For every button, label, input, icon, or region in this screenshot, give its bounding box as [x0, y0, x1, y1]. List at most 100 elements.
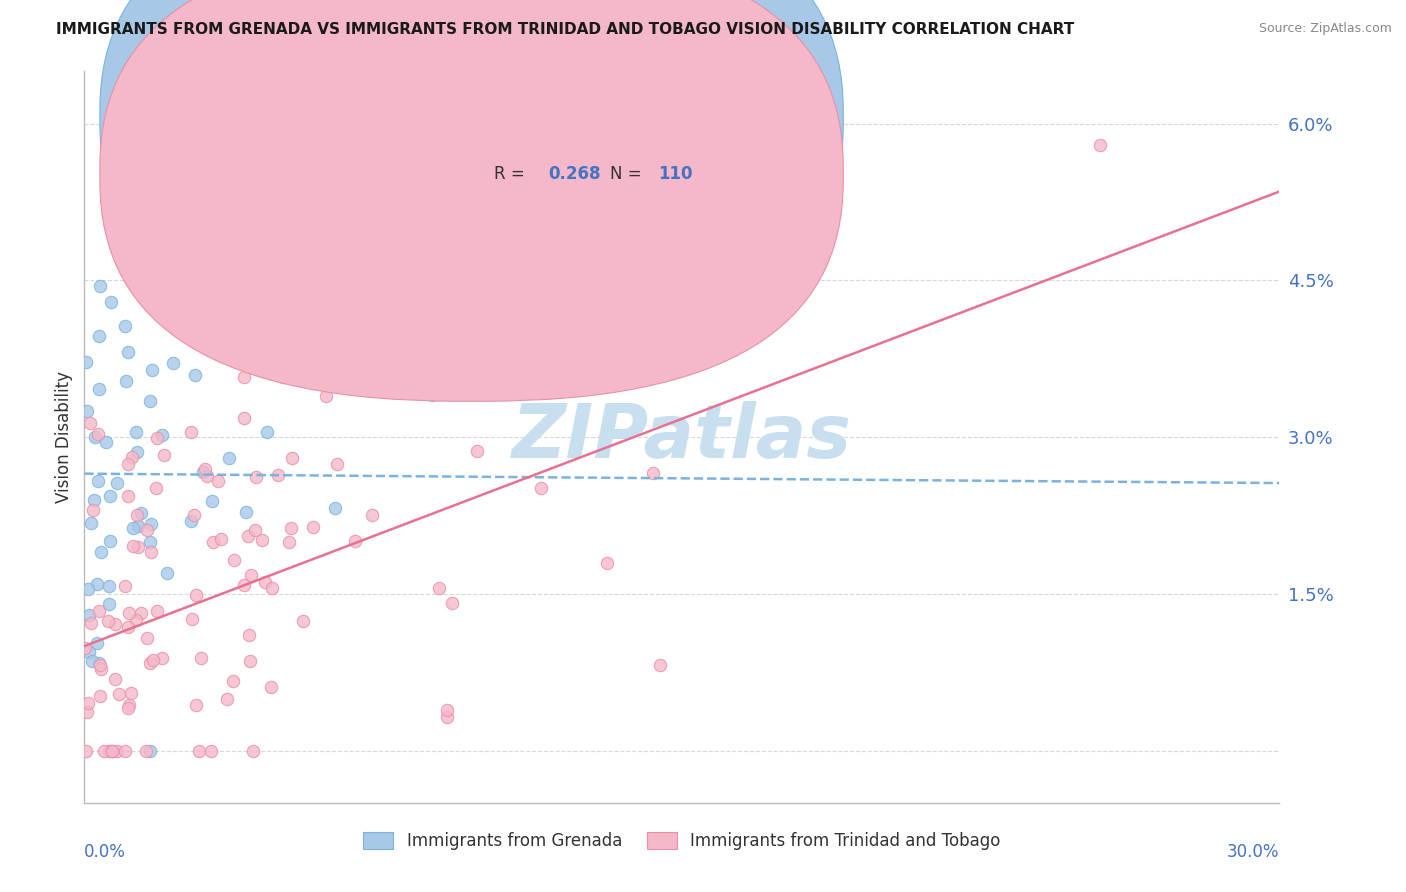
- Point: [87, 656, 110, 670]
- Point: [202, 534, 225, 549]
- Point: [215, 692, 238, 706]
- Point: [79, 416, 101, 430]
- Point: [195, 468, 218, 483]
- Point: [121, 450, 143, 464]
- Point: [454, 384, 477, 399]
- Point: [218, 450, 240, 465]
- Text: N =: N =: [610, 165, 647, 183]
- Point: [80, 654, 103, 668]
- Point: [190, 651, 212, 665]
- Point: [117, 345, 139, 359]
- Point: [90, 662, 112, 676]
- Point: [183, 508, 205, 523]
- Point: [253, 575, 276, 590]
- Point: [749, 268, 772, 283]
- Text: 0.268: 0.268: [548, 165, 600, 183]
- Point: [240, 568, 263, 582]
- Point: [127, 540, 149, 554]
- Text: IMMIGRANTS FROM GRENADA VS IMMIGRANTS FROM TRINIDAD AND TOBAGO VISION DISABILITY: IMMIGRANTS FROM GRENADA VS IMMIGRANTS FR…: [56, 22, 1074, 37]
- Point: [180, 514, 202, 528]
- Text: 110: 110: [658, 165, 693, 183]
- Point: [139, 545, 162, 559]
- Point: [235, 504, 257, 518]
- Point: [117, 619, 139, 633]
- Point: [114, 319, 136, 334]
- Point: [420, 388, 443, 402]
- Point: [315, 355, 337, 369]
- Point: [167, 294, 190, 309]
- Point: [90, 545, 112, 559]
- Point: [135, 743, 157, 757]
- Point: [374, 230, 396, 244]
- Point: [115, 374, 138, 388]
- Point: [245, 323, 267, 337]
- Point: [156, 566, 179, 581]
- Point: [513, 276, 536, 290]
- Point: [232, 314, 254, 328]
- Point: [125, 445, 148, 459]
- Point: [485, 183, 508, 197]
- Point: [84, 429, 107, 443]
- Point: [125, 613, 148, 627]
- Point: [239, 654, 262, 668]
- Point: [142, 653, 165, 667]
- Point: [233, 411, 256, 425]
- Point: [87, 426, 110, 441]
- Point: [290, 242, 312, 256]
- Point: [117, 701, 139, 715]
- Text: 57: 57: [658, 109, 681, 127]
- Text: ZIPatlas: ZIPatlas: [512, 401, 852, 474]
- Point: [281, 450, 304, 465]
- Point: [280, 521, 302, 535]
- Point: [97, 614, 120, 628]
- Point: [139, 656, 162, 670]
- Text: R =: R =: [495, 109, 530, 127]
- Point: [120, 686, 142, 700]
- Point: [135, 523, 157, 537]
- Text: 30.0%: 30.0%: [1227, 843, 1279, 861]
- Point: [139, 394, 162, 409]
- Point: [238, 628, 260, 642]
- Point: [89, 604, 111, 618]
- Point: [75, 641, 97, 656]
- Text: -0.010: -0.010: [548, 109, 607, 127]
- Point: [245, 469, 267, 483]
- Point: [86, 635, 108, 649]
- Point: [117, 457, 139, 471]
- Point: [108, 687, 131, 701]
- Point: [181, 611, 204, 625]
- Point: [129, 506, 152, 520]
- Point: [641, 466, 664, 480]
- Point: [80, 516, 103, 531]
- Point: [75, 354, 97, 368]
- Point: [138, 743, 160, 757]
- Point: [277, 535, 299, 549]
- Point: [89, 279, 111, 293]
- Y-axis label: Vision Disability: Vision Disability: [55, 371, 73, 503]
- Point: [146, 431, 169, 445]
- Point: [596, 556, 619, 570]
- FancyBboxPatch shape: [100, 0, 844, 401]
- Point: [344, 534, 367, 549]
- Point: [98, 579, 121, 593]
- Point: [267, 468, 290, 483]
- Point: [77, 644, 100, 658]
- Point: [100, 489, 122, 503]
- Point: [104, 672, 127, 686]
- Point: [98, 743, 121, 757]
- Point: [564, 270, 586, 285]
- Point: [187, 743, 209, 757]
- Point: [260, 581, 283, 595]
- FancyBboxPatch shape: [100, 0, 844, 345]
- Point: [87, 329, 110, 343]
- Point: [150, 651, 173, 665]
- Point: [315, 388, 337, 402]
- Point: [242, 743, 264, 757]
- Point: [122, 539, 145, 553]
- Point: [89, 689, 111, 703]
- Point: [89, 658, 111, 673]
- Text: R =: R =: [495, 165, 530, 183]
- Point: [127, 518, 149, 533]
- Point: [648, 658, 671, 673]
- Point: [118, 607, 141, 621]
